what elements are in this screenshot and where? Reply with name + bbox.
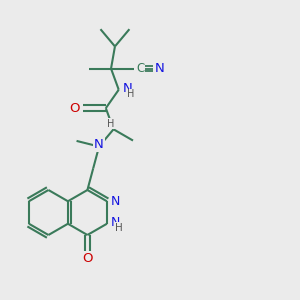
Text: N: N <box>94 137 104 151</box>
Text: H: H <box>127 89 134 99</box>
Text: O: O <box>69 102 80 115</box>
Text: N: N <box>155 62 164 75</box>
Text: N: N <box>122 82 132 95</box>
Text: N: N <box>111 216 120 229</box>
Text: C: C <box>136 62 144 75</box>
Text: H: H <box>115 223 122 233</box>
Text: O: O <box>82 252 93 265</box>
Text: N: N <box>111 195 120 208</box>
Text: H: H <box>107 119 115 129</box>
